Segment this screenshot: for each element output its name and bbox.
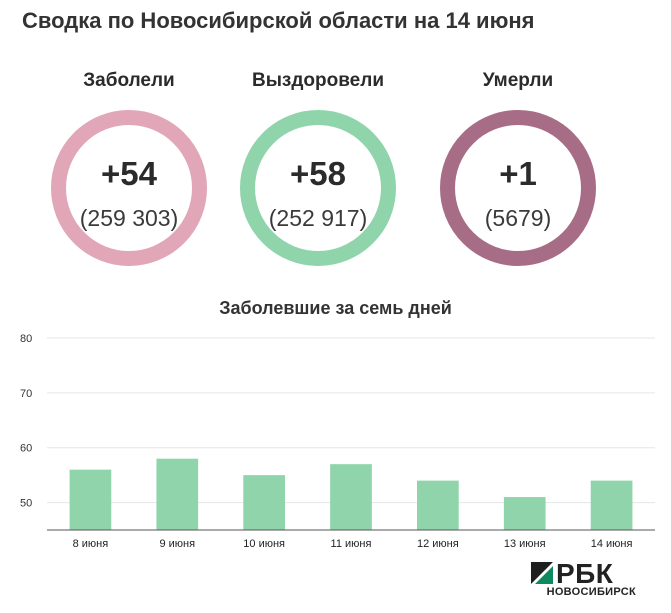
stat-infected: Заболели +54 (259 303)	[44, 66, 214, 266]
y-tick-label: 80	[20, 333, 32, 345]
stat-infected-delta: +54	[101, 155, 157, 192]
x-tick-label: 10 июня	[243, 538, 285, 550]
stat-infected-ring: +54 (259 303)	[51, 110, 207, 266]
stat-deaths-ring: +1 (5679)	[440, 110, 596, 266]
stat-recovered-label: Выздоровели	[251, 70, 385, 91]
stat-deaths-label: Умерли	[482, 70, 554, 91]
stat-infected-total: (259 303)	[79, 205, 179, 231]
stat-deaths: Умерли +1 (5679)	[433, 66, 603, 266]
stat-recovered-delta: +58	[290, 155, 346, 192]
y-tick-label: 50	[20, 498, 32, 510]
rbk-logo-text: РБК	[556, 558, 614, 589]
bar-chart: 50 60 70 80 8 июня 9 июня 10 июня 11 июня 12 июн…	[20, 333, 655, 550]
bar	[590, 480, 633, 530]
rbk-logo-mark-icon	[531, 562, 553, 584]
bar	[417, 480, 459, 530]
rbk-logo: РБК НОВОСИБИРСК	[531, 558, 656, 602]
stat-recovered-ring: +58 (252 917)	[240, 110, 396, 266]
y-tick-label: 60	[20, 443, 32, 455]
stat-recovered-total: (252 917)	[268, 205, 368, 231]
stat-recovered: Выздоровели +58 (252 917)	[233, 66, 403, 266]
rbk-logo-subtitle: НОВОСИБИРСК	[546, 586, 636, 598]
bar	[69, 469, 112, 530]
stat-deaths-delta: +1	[499, 155, 537, 192]
x-tick-label: 8 июня	[73, 538, 109, 550]
bar	[330, 464, 372, 530]
stat-infected-label: Заболели	[83, 70, 175, 91]
bar	[503, 497, 546, 530]
x-tick-label: 14 июня	[591, 538, 633, 550]
bar	[243, 475, 285, 530]
x-tick-label: 11 июня	[331, 538, 372, 550]
x-tick-label: 9 июня	[159, 538, 195, 550]
chart-title: Заболевшие за семь дней	[219, 298, 452, 318]
bar	[156, 458, 199, 530]
x-tick-label: 12 июня	[417, 538, 459, 550]
stat-deaths-total: (5679)	[484, 205, 552, 231]
y-tick-label: 70	[20, 388, 32, 400]
x-tick-label: 13 июня	[504, 538, 546, 550]
page-title: Сводка по Новосибирской области на 14 ию…	[22, 8, 535, 33]
